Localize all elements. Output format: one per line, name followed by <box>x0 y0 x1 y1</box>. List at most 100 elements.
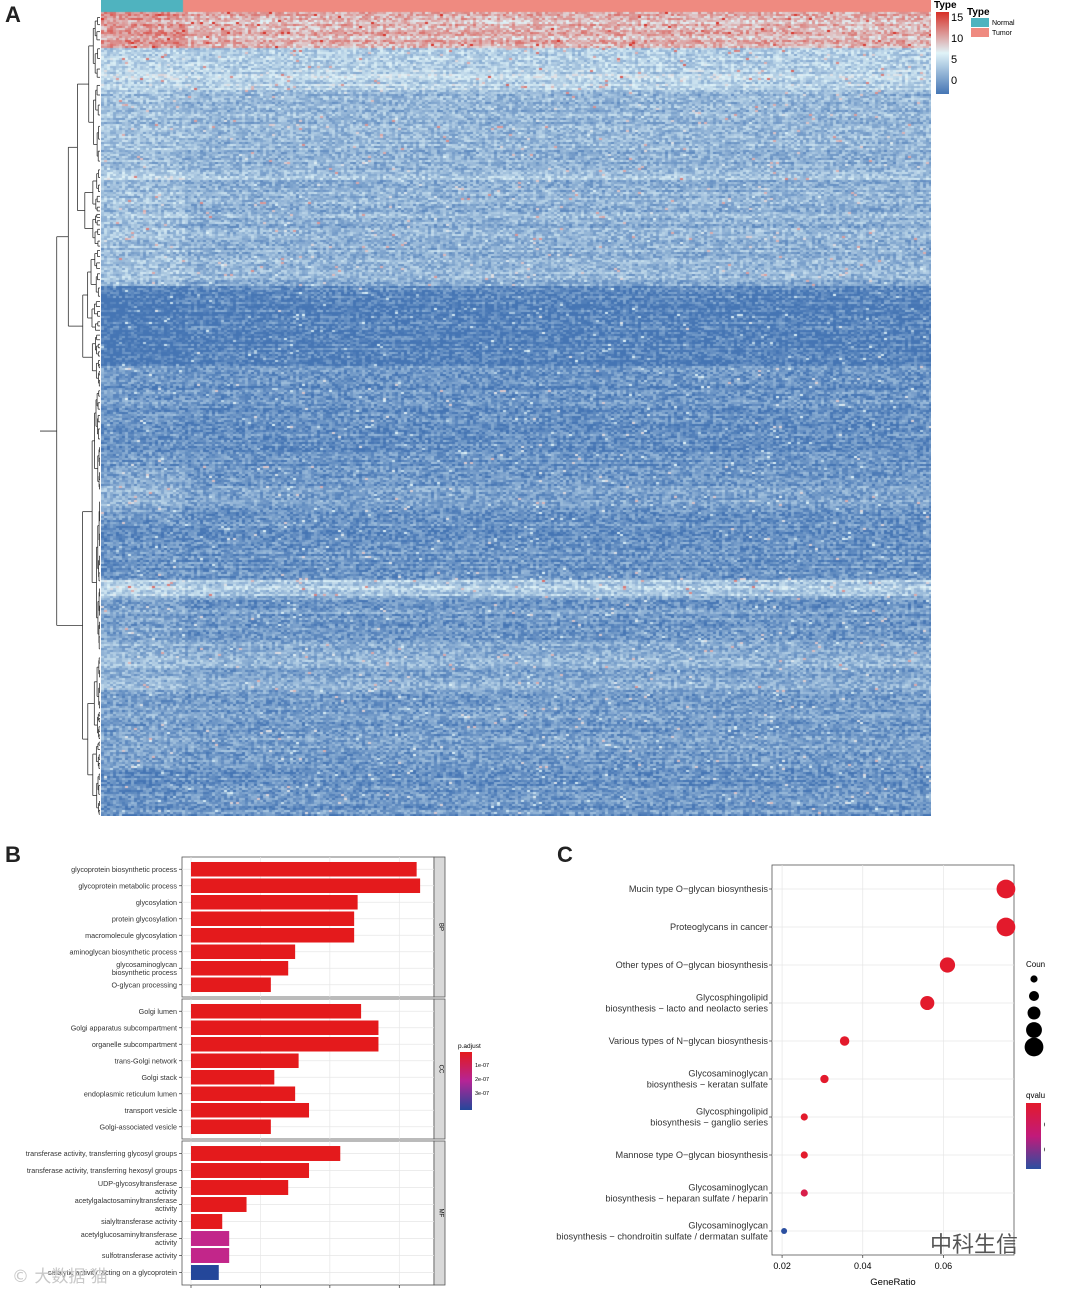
facet-strip-label: BP <box>438 923 444 931</box>
padjust-tick: 2e-07 <box>475 1077 489 1083</box>
term-label: endoplasmic reticulum lumen <box>84 1089 177 1098</box>
x-tick-label: 0.02 <box>773 1261 791 1271</box>
pathway-label: biosynthesis − lacto and neolacto series <box>605 1004 768 1014</box>
heatmap-colorbar-tick: 0 <box>951 75 957 87</box>
bar <box>191 911 355 927</box>
dot <box>996 879 1016 899</box>
facet-panel-cc <box>181 998 435 1140</box>
term-label: aminoglycan biosynthetic process <box>70 947 178 956</box>
bar <box>191 1231 230 1246</box>
bar <box>191 1248 230 1263</box>
term-label: activity <box>155 1238 177 1247</box>
legend-label-tumor: Tumor <box>992 30 1013 37</box>
facet-strip-label: MF <box>438 1209 444 1218</box>
qvalue-legend-title: qvalue <box>1026 1091 1045 1100</box>
expression-heatmap <box>101 0 931 816</box>
pathway-label: Various types of N−glycan biosynthesis <box>609 1036 769 1046</box>
count-legend-dot <box>1028 990 1040 1002</box>
bar <box>191 944 296 960</box>
term-label: biosynthetic process <box>112 968 178 977</box>
bar <box>191 977 271 993</box>
pathway-label: Glycosaminoglycan <box>688 1221 768 1231</box>
term-label: protein glycosylation <box>112 914 177 923</box>
pathway-label: biosynthesis − keratan sulfate <box>647 1080 768 1090</box>
dot <box>996 917 1016 937</box>
heatmap-legend-title: Type <box>967 7 990 18</box>
bar <box>191 1119 271 1135</box>
pathway-label: Mucin type O−glycan biosynthesis <box>629 884 769 894</box>
bar <box>191 1214 223 1229</box>
term-label: sulfotransferase activity <box>102 1251 178 1260</box>
term-label: glycoprotein biosynthetic process <box>71 865 177 874</box>
pathway-label: Glycosphingolipid <box>696 993 768 1003</box>
bar <box>191 1197 247 1212</box>
bar <box>191 1053 299 1069</box>
bar <box>191 1036 379 1052</box>
pathway-label: Glycosaminoglycan <box>688 1183 768 1193</box>
bar <box>191 878 421 894</box>
pathway-label: Mannose type O−glycan biosynthesis <box>616 1150 769 1160</box>
facet-strip-cc <box>433 998 446 1140</box>
count-legend-title: Count <box>1026 960 1045 969</box>
bar <box>191 1102 310 1118</box>
term-label: activity <box>155 1187 177 1196</box>
bar <box>191 1020 379 1036</box>
row-dendrogram <box>40 17 100 815</box>
pathway-label: biosynthesis − ganglio series <box>650 1118 768 1128</box>
dot <box>839 1036 850 1046</box>
bar <box>191 1180 289 1195</box>
term-label: catalytic activity, acting on a glycopro… <box>48 1268 177 1277</box>
bar <box>191 960 289 976</box>
facet-panel-mf <box>181 1140 435 1286</box>
x-tick-label: 0.06 <box>935 1261 953 1271</box>
facet-strip-bp <box>433 856 446 998</box>
pathway-label: Other types of O−glycan biosynthesis <box>616 960 769 970</box>
qvalue-tick: 0.01 <box>1044 1120 1045 1129</box>
term-label: O-glycan processing <box>111 980 177 989</box>
legend-label-normal: Normal <box>992 20 1015 27</box>
pathway-label: biosynthesis − heparan sulfate / heparin <box>605 1194 768 1204</box>
dendrogram-branches <box>40 17 100 815</box>
padjust-colorbar <box>460 1052 472 1110</box>
term-label: transferase activity, transferring glyco… <box>26 1149 178 1158</box>
term-label: transport vesicle <box>125 1106 177 1115</box>
term-label: Golgi stack <box>141 1073 177 1082</box>
bar <box>191 1265 219 1280</box>
dot <box>781 1228 788 1234</box>
term-label: organelle subcompartment <box>92 1040 177 1049</box>
padjust-legend-title: p.adjust <box>458 1043 481 1050</box>
term-label: glycosylation <box>136 898 177 907</box>
x-axis-title: GeneRatio <box>870 1277 915 1288</box>
padjust-tick: 1e-07 <box>475 1063 489 1069</box>
panel-label-c: C <box>557 842 573 867</box>
panel-label-a: A <box>5 2 21 27</box>
bar <box>191 1086 296 1102</box>
dot <box>800 1189 808 1197</box>
term-label: acetylglucosaminyltransferase <box>81 1230 177 1239</box>
bar <box>191 1003 362 1019</box>
count-legend-dot <box>1030 975 1038 983</box>
term-label: trans-Golgi network <box>115 1056 178 1065</box>
facet-strip-mf <box>433 1140 446 1286</box>
term-label: Golgi lumen <box>139 1007 177 1016</box>
go-enrichment-bar-chart: BP glycoprotein biosynthetic process glyco… <box>26 856 489 1288</box>
qvalue-tick: 0.02 <box>1044 1145 1045 1154</box>
term-label: UDP-glycosyltransferase <box>98 1179 177 1188</box>
term-label: transferase activity, transferring hexos… <box>27 1166 177 1175</box>
bar <box>191 927 355 943</box>
dot <box>939 957 956 973</box>
pathway-label: biosynthesis − chondroitin sulfate / der… <box>556 1232 768 1242</box>
heatmap-colorbar-tick: 15 <box>951 12 963 24</box>
bar <box>191 1163 310 1178</box>
term-label: macromolecule glycosylation <box>85 931 177 940</box>
term-label: sialyltransferase activity <box>101 1217 177 1226</box>
term-label: Golgi-associated vesicle <box>99 1122 177 1131</box>
count-legend-dot <box>1026 1022 1042 1038</box>
term-label: acetylgalactosaminyltransferase <box>75 1196 177 1205</box>
panel-label-b: B <box>5 842 21 867</box>
qvalue-colorbar <box>1026 1103 1041 1169</box>
dot <box>800 1113 808 1121</box>
heatmap-annotation-title: Type <box>934 0 957 11</box>
watermark-right: 中科生信 <box>930 1233 1019 1258</box>
